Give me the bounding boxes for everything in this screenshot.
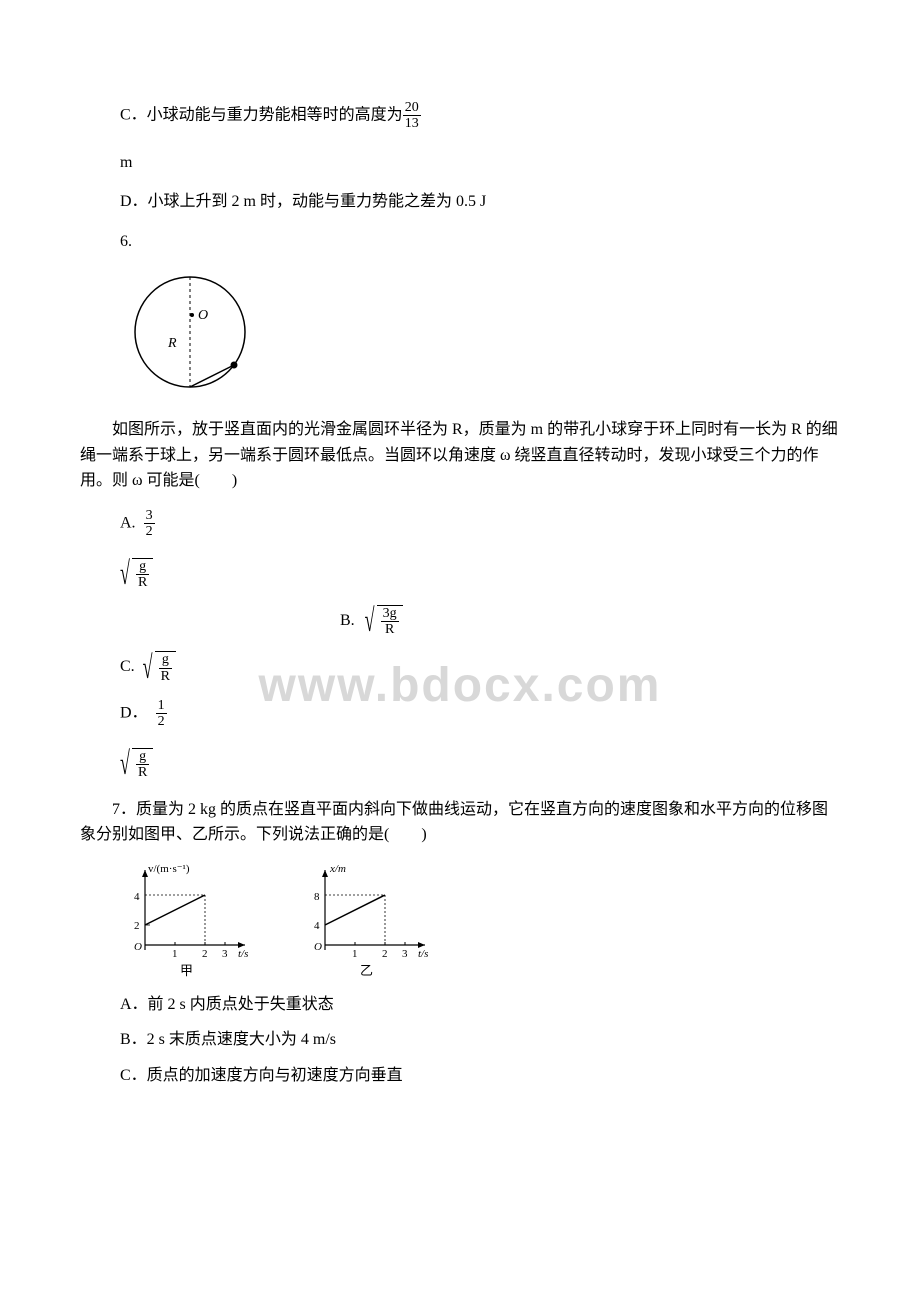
circle-diagram-svg: O R: [120, 267, 270, 397]
q6-optA-label: A.: [120, 515, 136, 532]
frac-den: R: [381, 622, 399, 637]
svg-text:1: 1: [352, 948, 358, 960]
svg-text:2: 2: [382, 948, 388, 960]
q5-optc-prefix: C．小球动能与重力势能相等时的高度为: [120, 107, 403, 124]
svg-text:2: 2: [134, 920, 140, 932]
q5-optc-unit: m: [120, 150, 840, 176]
svg-text:4: 4: [314, 920, 320, 932]
sqrt-gR: gR: [120, 558, 153, 591]
svg-text:O: O: [314, 941, 322, 953]
sqrt-gR-d: gR: [120, 748, 153, 781]
q5-option-c: C．小球动能与重力势能相等时的高度为2013: [120, 100, 840, 132]
q6-optA-frac: 32: [144, 508, 155, 540]
sqrt-gR-c: gR: [143, 651, 176, 684]
svg-text:乙: 乙: [360, 963, 373, 978]
svg-text:t/s: t/s: [418, 948, 428, 960]
frac-num: 20: [403, 100, 421, 116]
frac-den: R: [136, 575, 149, 590]
sqrt-3gR: 3gR: [365, 605, 403, 638]
frac-den: 2: [156, 714, 167, 729]
svg-text:t/s: t/s: [238, 948, 248, 960]
frac-den: 13: [403, 116, 421, 131]
q7-option-a: A．前 2 s 内质点处于失重状态: [120, 992, 840, 1018]
q7-stem: 7．质量为 2 kg 的质点在竖直平面内斜向下做曲线运动，它在竖直方向的速度图象…: [80, 797, 840, 848]
q5-option-d: D．小球上升到 2 m 时，动能与重力势能之差为 0.5 J: [120, 189, 840, 215]
page-content: C．小球动能与重力势能相等时的高度为2013 m D．小球上升到 2 m 时，动…: [80, 100, 840, 1089]
frac-num: g: [136, 559, 149, 575]
chart-jia: v/(m·s⁻¹) t/s O 4 2 1 2 3 甲: [120, 860, 260, 980]
svg-text:4: 4: [134, 891, 140, 903]
frac-num: g: [159, 652, 172, 668]
svg-text:R: R: [167, 336, 177, 351]
frac-den: 2: [144, 524, 155, 539]
svg-text:3: 3: [222, 948, 228, 960]
q6-optC-label: C.: [120, 658, 135, 675]
frac-den: R: [136, 765, 149, 780]
q6-optB-label: B.: [340, 612, 355, 629]
q6-optD-label: D．: [120, 705, 148, 722]
q5-optc-fraction: 2013: [403, 100, 421, 132]
q6-stem: 如图所示，放于竖直面内的光滑金属圆环半径为 R，质量为 m 的带孔小球穿于环上同…: [80, 417, 840, 494]
svg-text:O: O: [134, 941, 142, 953]
q6-diagram: O R: [120, 267, 840, 406]
svg-text:甲: 甲: [180, 963, 193, 978]
svg-text:1: 1: [172, 948, 178, 960]
q6-optD-frac: 12: [156, 698, 167, 730]
svg-text:3: 3: [402, 948, 408, 960]
chart-yi: x/m t/s O 8 4 1 2 3 乙: [300, 860, 440, 980]
q6-number: 6.: [120, 229, 840, 255]
svg-text:v/(m·s⁻¹): v/(m·s⁻¹): [148, 863, 190, 875]
svg-text:8: 8: [314, 891, 320, 903]
frac-num: 3: [144, 508, 155, 524]
q6-option-a: A. 32 gR: [120, 508, 840, 591]
svg-text:2: 2: [202, 948, 208, 960]
q6-option-c: C. gR: [120, 651, 840, 684]
q7-charts: v/(m·s⁻¹) t/s O 4 2 1 2 3 甲 x/m t/s O: [120, 860, 840, 980]
frac-num: g: [136, 749, 149, 765]
q7-option-c: C．质点的加速度方向与初速度方向垂直: [120, 1063, 840, 1089]
q7-option-b: B．2 s 末质点速度大小为 4 m/s: [120, 1027, 840, 1053]
svg-text:O: O: [198, 308, 208, 323]
frac-num: 1: [156, 698, 167, 714]
frac-den: R: [159, 669, 172, 684]
q6-option-b: B. 3gR: [340, 605, 840, 638]
q6-option-d: D． 12 gR: [120, 698, 840, 781]
svg-text:x/m: x/m: [329, 863, 346, 875]
frac-num: 3g: [381, 606, 399, 622]
